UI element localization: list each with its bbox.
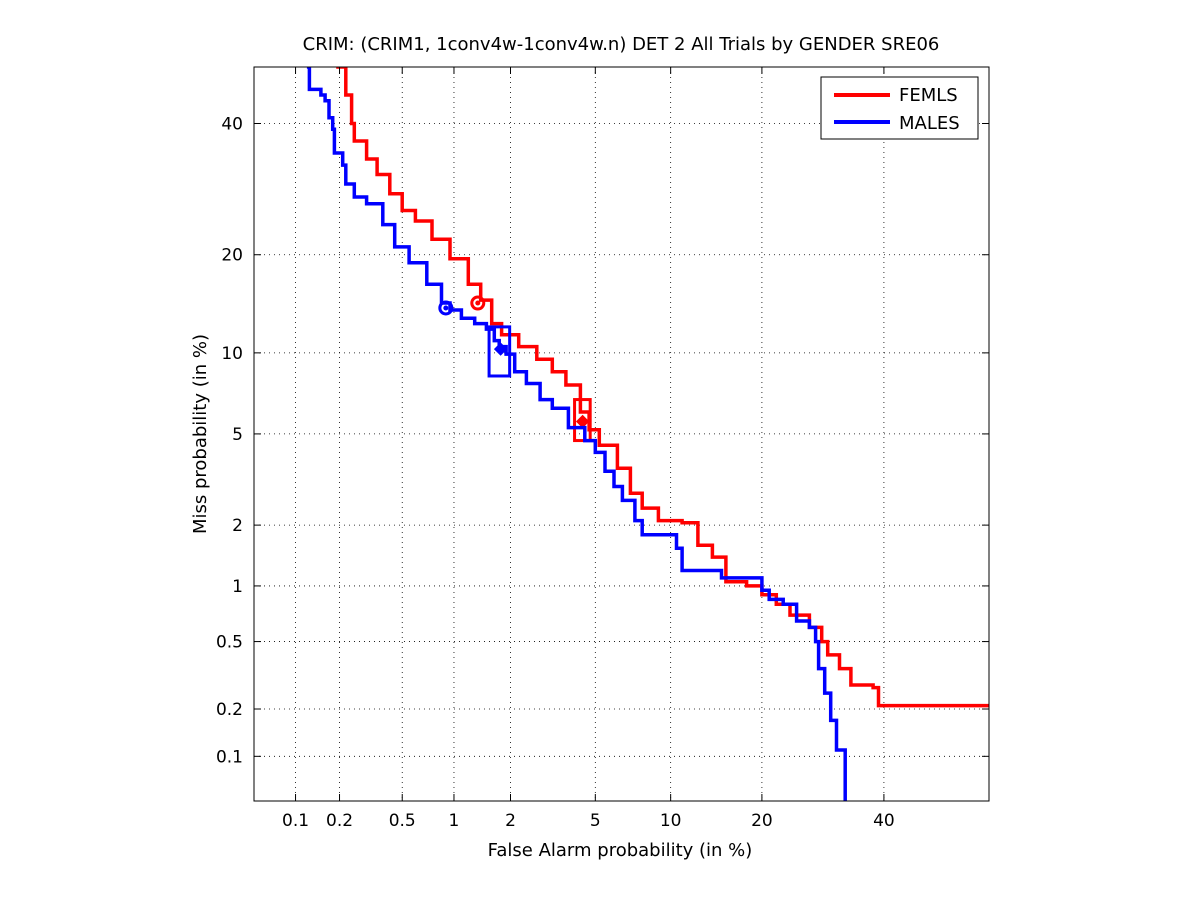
marker-circle-dot-femls xyxy=(475,300,481,306)
marker-box-femls xyxy=(573,398,592,443)
y-tick-label: 20 xyxy=(221,246,243,266)
y-tick-label: 2 xyxy=(232,516,243,536)
x-tick-label: 10 xyxy=(660,811,682,831)
y-tick-label: 0.2 xyxy=(216,700,243,720)
x-tick-label: 0.5 xyxy=(389,811,416,831)
x-tick-label: 2 xyxy=(505,811,516,831)
legend-frame xyxy=(820,76,979,140)
legend: FEMLS MALES xyxy=(820,76,979,140)
marker-circle-males xyxy=(438,300,454,316)
series-line-males xyxy=(306,67,847,801)
legend-label-femls: FEMLS xyxy=(899,85,958,106)
marker-box-males xyxy=(487,325,512,378)
x-axis-label: False Alarm probability (in %) xyxy=(488,840,753,861)
chart-title: CRIM: (CRIM1, 1conv4w-1conv4w.n) DET 2 A… xyxy=(303,34,940,55)
y-axis-label: Miss probability (in %) xyxy=(190,334,211,534)
marker-circle-femls xyxy=(470,295,486,311)
x-tick-label: 0.2 xyxy=(326,811,353,831)
marker-diamond-males xyxy=(493,342,508,356)
y-tick-label: 1 xyxy=(232,577,243,597)
x-tick-label: 1 xyxy=(449,811,460,831)
tick-layer: 0.1 0.2 0.5 1 2 5 10 20 40 0.1 0.2 0.5 1 2 5 10 20 40 xyxy=(216,67,989,831)
y-tick-label: 40 xyxy=(221,115,243,135)
x-tick-label: 40 xyxy=(873,811,895,831)
curve-layer xyxy=(306,67,989,801)
x-tick-label: 20 xyxy=(751,811,773,831)
x-tick-label: 5 xyxy=(590,811,601,831)
y-tick-label: 0.1 xyxy=(216,747,243,767)
y-tick-label: 0.5 xyxy=(216,633,243,653)
legend-label-males: MALES xyxy=(899,113,960,134)
x-tick-label: 0.1 xyxy=(282,811,309,831)
y-tick-label: 5 xyxy=(232,425,243,445)
y-tick-label: 10 xyxy=(221,344,243,364)
marker-circle-dot-males xyxy=(443,305,449,311)
